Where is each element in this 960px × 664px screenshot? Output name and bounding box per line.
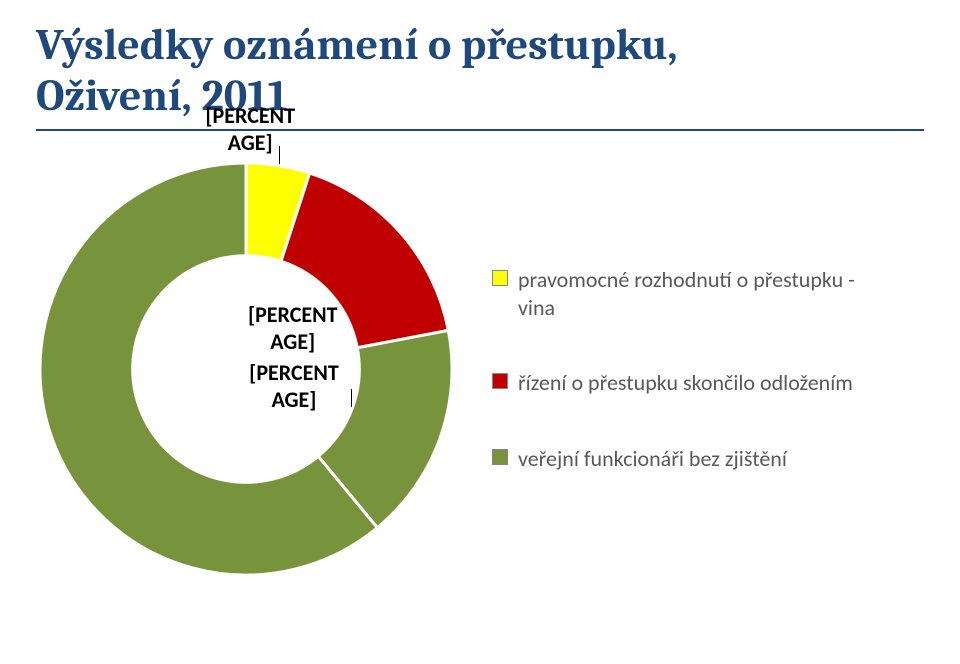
donut-chart: [PERCENT AGE][PERCENT AGE][PERCENT AGE] (36, 159, 456, 579)
donut-svg (36, 159, 456, 579)
legend: pravomocné rozhodnutí o přestupku - vina… (492, 266, 872, 472)
legend-text: veřejní funkcionáři bez zjištění (518, 445, 787, 473)
legend-swatch (492, 270, 508, 286)
title-line-1: Výsledky oznámení o přestupku, (36, 19, 678, 70)
legend-swatch (492, 373, 508, 389)
legend-swatch (492, 449, 508, 465)
title-container: Výsledky oznámení o přestupku, Oživení, … (36, 20, 924, 131)
legend-text: řízení o přestupku skončilo odložením (518, 369, 853, 397)
pie-slice (281, 173, 448, 348)
legend-text: pravomocné rozhodnutí o přestupku - vina (518, 266, 872, 321)
legend-item: řízení o přestupku skončilo odložením (492, 369, 872, 397)
legend-item: veřejní funkcionáři bez zjištění (492, 445, 872, 473)
legend-item: pravomocné rozhodnutí o přestupku - vina (492, 266, 872, 321)
title-line-2: Oživení, 2011 (36, 70, 288, 121)
page-title: Výsledky oznámení o přestupku, Oživení, … (36, 20, 924, 121)
content-row: [PERCENT AGE][PERCENT AGE][PERCENT AGE] … (36, 159, 924, 579)
